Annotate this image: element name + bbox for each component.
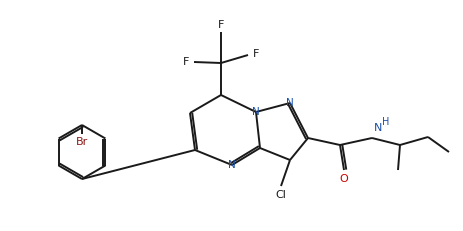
Text: N: N: [251, 107, 259, 117]
Text: O: O: [339, 174, 348, 184]
Text: H: H: [382, 117, 389, 127]
Text: N: N: [373, 123, 382, 133]
Text: N: N: [228, 160, 235, 170]
Text: Cl: Cl: [275, 190, 286, 200]
Text: N: N: [286, 98, 293, 108]
Text: F: F: [252, 49, 259, 59]
Text: F: F: [217, 20, 224, 30]
Text: Br: Br: [76, 137, 88, 147]
Text: F: F: [182, 57, 189, 67]
